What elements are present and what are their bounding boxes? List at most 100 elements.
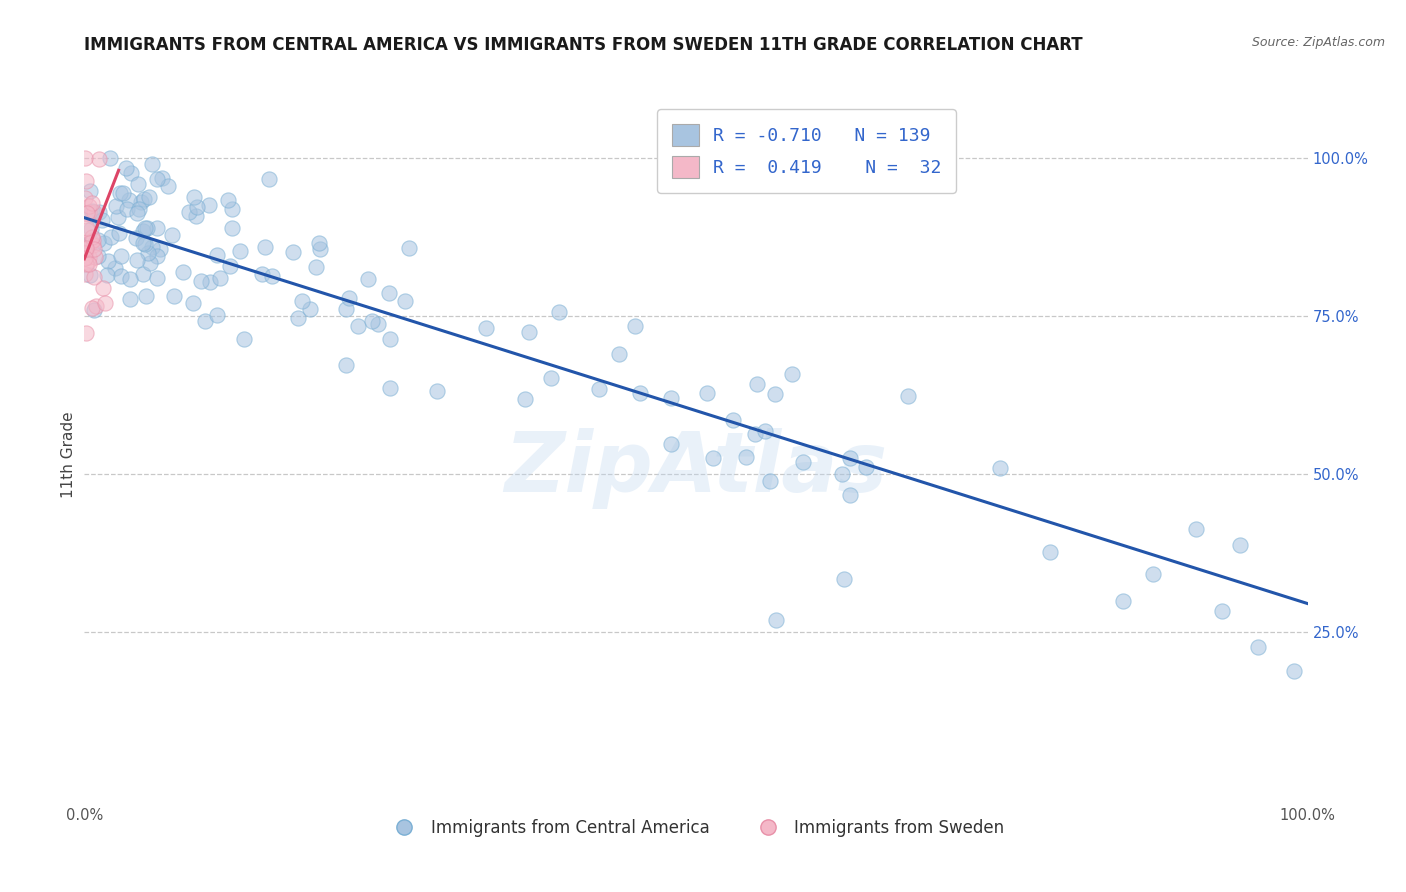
- Point: [897, 388, 920, 402]
- Point: [378, 286, 401, 301]
- Point: [540, 370, 562, 384]
- Point: [118, 193, 141, 207]
- Point: [79, 184, 101, 198]
- Point: [747, 377, 769, 392]
- Point: [129, 194, 152, 209]
- Point: [98, 151, 121, 165]
- Point: [80, 235, 103, 250]
- Point: [75, 191, 97, 205]
- Point: [150, 170, 173, 185]
- Point: [721, 412, 744, 426]
- Point: [110, 249, 132, 263]
- Point: [426, 384, 449, 398]
- Point: [132, 267, 155, 281]
- Point: [82, 230, 104, 244]
- Point: [217, 193, 239, 207]
- Point: [1246, 640, 1268, 655]
- Point: [134, 237, 156, 252]
- Point: [547, 305, 569, 319]
- Point: [82, 196, 104, 211]
- Point: [91, 280, 114, 294]
- Point: [1142, 566, 1164, 581]
- Point: [75, 245, 97, 260]
- Point: [659, 391, 682, 405]
- Point: [146, 221, 169, 235]
- Point: [186, 200, 208, 214]
- Point: [628, 386, 651, 401]
- Point: [702, 450, 724, 465]
- Point: [84, 250, 107, 264]
- Point: [75, 267, 97, 281]
- Point: [141, 240, 163, 254]
- Point: [93, 235, 115, 250]
- Point: [75, 257, 97, 271]
- Point: [91, 213, 114, 227]
- Point: [792, 455, 814, 469]
- Point: [1039, 544, 1062, 558]
- Point: [229, 244, 252, 259]
- Point: [335, 358, 357, 372]
- Point: [110, 269, 132, 284]
- Point: [519, 325, 541, 339]
- Point: [609, 347, 631, 361]
- Point: [253, 239, 276, 253]
- Point: [107, 210, 129, 224]
- Point: [97, 254, 120, 268]
- Point: [135, 289, 157, 303]
- Point: [75, 326, 97, 340]
- Point: [172, 265, 194, 279]
- Point: [305, 260, 328, 274]
- Point: [77, 199, 100, 213]
- Point: [839, 488, 862, 502]
- Point: [221, 202, 243, 216]
- Point: [104, 261, 127, 276]
- Point: [1282, 664, 1305, 678]
- Point: [184, 209, 207, 223]
- Point: [181, 295, 204, 310]
- Point: [136, 245, 159, 260]
- Point: [183, 189, 205, 203]
- Point: [111, 186, 134, 200]
- Point: [759, 474, 782, 488]
- Point: [104, 199, 127, 213]
- Point: [127, 178, 149, 192]
- Point: [347, 318, 370, 333]
- Point: [131, 235, 153, 250]
- Point: [132, 224, 155, 238]
- Point: [146, 271, 169, 285]
- Point: [84, 299, 107, 313]
- Point: [75, 251, 97, 265]
- Point: [299, 301, 322, 316]
- Point: [1229, 538, 1251, 552]
- Point: [89, 152, 111, 166]
- Point: [262, 269, 284, 284]
- Point: [146, 249, 169, 263]
- Point: [198, 275, 221, 289]
- Point: [125, 253, 148, 268]
- Point: [80, 203, 103, 218]
- Point: [209, 271, 232, 285]
- Point: [83, 270, 105, 285]
- Point: [125, 231, 148, 245]
- Point: [831, 467, 853, 482]
- Point: [118, 272, 141, 286]
- Point: [735, 450, 758, 464]
- Point: [115, 202, 138, 216]
- Point: [205, 248, 228, 262]
- Point: [114, 161, 136, 176]
- Point: [232, 332, 254, 346]
- Point: [988, 460, 1011, 475]
- Point: [128, 202, 150, 216]
- Point: [205, 308, 228, 322]
- Point: [75, 173, 97, 187]
- Point: [1185, 522, 1208, 536]
- Point: [83, 243, 105, 257]
- Point: [77, 257, 100, 271]
- Point: [179, 204, 201, 219]
- Point: [83, 303, 105, 318]
- Point: [160, 228, 183, 243]
- Point: [337, 291, 360, 305]
- Point: [87, 205, 110, 219]
- Point: [291, 294, 314, 309]
- Point: [287, 310, 309, 325]
